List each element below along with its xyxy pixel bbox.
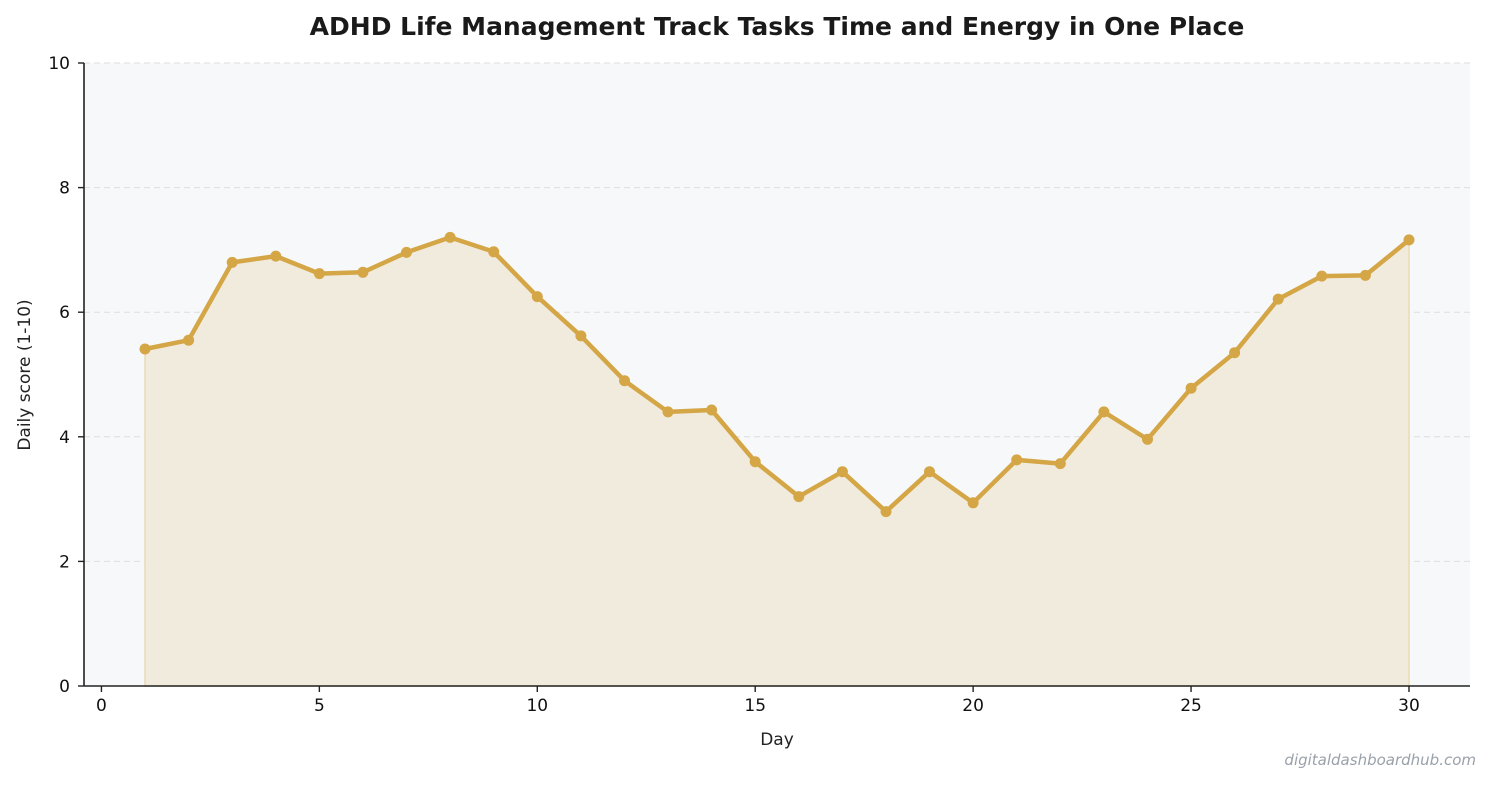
y-ticks: 0 2 4 6 8 10 <box>48 54 84 697</box>
data-point <box>1098 406 1110 418</box>
data-point <box>1054 458 1066 470</box>
y-tick-label: 10 <box>48 54 70 74</box>
data-point <box>967 497 979 509</box>
data-point <box>575 330 587 342</box>
data-point <box>880 506 892 518</box>
y-tick-label: 0 <box>59 677 70 697</box>
data-point <box>531 291 543 303</box>
data-point <box>1316 270 1328 282</box>
x-tick-label: 10 <box>526 696 548 716</box>
data-point <box>488 246 500 258</box>
data-point <box>1272 293 1284 305</box>
data-point <box>749 456 761 468</box>
x-tick-label: 0 <box>96 696 107 716</box>
data-point <box>836 466 848 478</box>
y-tick-label: 4 <box>59 428 70 448</box>
data-point <box>1185 382 1197 394</box>
data-points <box>139 231 1415 518</box>
data-point <box>357 266 369 278</box>
data-point <box>444 231 456 243</box>
y-tick-label: 8 <box>59 179 70 199</box>
x-tick-label: 25 <box>1180 696 1202 716</box>
x-tick-label: 20 <box>962 696 984 716</box>
x-ticks: 0 5 10 15 20 25 30 <box>96 686 1420 716</box>
data-point <box>619 375 630 387</box>
y-tick-label: 2 <box>59 552 70 572</box>
data-point <box>706 404 718 416</box>
data-point <box>662 406 674 418</box>
watermark: digitaldashboardhub.com <box>1284 751 1476 769</box>
y-tick-label: 6 <box>59 303 70 323</box>
data-point <box>1142 433 1153 445</box>
x-tick-label: 30 <box>1398 696 1420 716</box>
data-point <box>401 246 412 258</box>
data-point <box>226 256 238 268</box>
data-point <box>270 250 282 262</box>
chart-title: ADHD Life Management Track Tasks Time an… <box>310 12 1245 41</box>
data-point <box>793 491 805 503</box>
x-axis-label: Day <box>760 730 794 750</box>
x-tick-label: 15 <box>744 696 766 716</box>
data-point <box>139 343 151 355</box>
x-tick-label: 5 <box>314 696 325 716</box>
data-point <box>313 268 325 280</box>
data-point <box>183 334 195 346</box>
data-point <box>924 466 935 478</box>
data-point <box>1403 234 1415 246</box>
series-line <box>142 235 1412 514</box>
data-point <box>1229 347 1241 359</box>
data-point <box>1011 454 1023 466</box>
data-point <box>1359 269 1371 281</box>
y-axis-label: Daily score (1-10) <box>15 299 35 450</box>
